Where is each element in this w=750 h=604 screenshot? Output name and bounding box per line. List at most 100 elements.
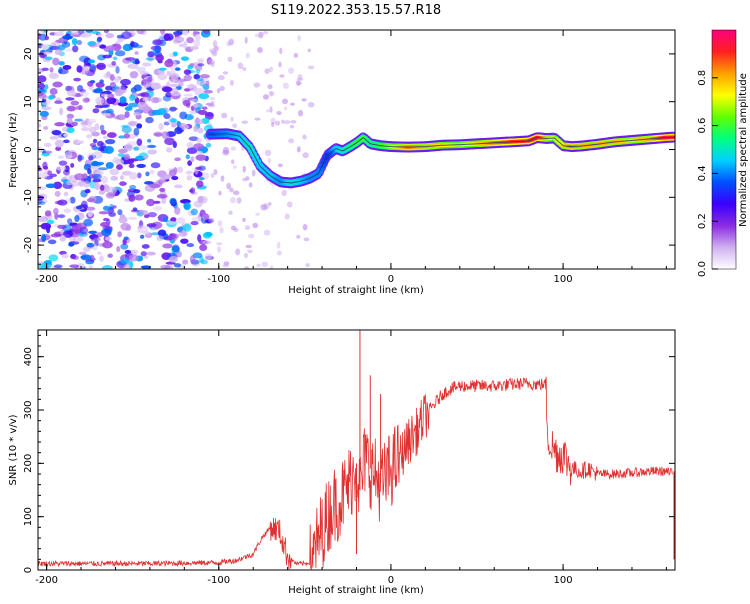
noise-blob xyxy=(114,77,120,83)
noise-blob xyxy=(99,255,104,263)
noise-blob xyxy=(175,217,186,224)
noise-blob xyxy=(301,98,307,102)
noise-blob xyxy=(145,251,156,256)
colorbar-tick-label: 0.6 xyxy=(697,118,708,134)
noise-blob xyxy=(109,74,115,81)
noise-blob xyxy=(168,255,178,263)
noise-blob xyxy=(266,109,270,113)
noise-blob xyxy=(195,154,207,161)
noise-blob xyxy=(120,257,130,264)
noise-blob xyxy=(111,60,117,66)
noise-blob xyxy=(176,30,184,35)
spectrogram-ridge xyxy=(205,128,675,189)
noise-blob xyxy=(112,205,117,209)
noise-blob xyxy=(212,40,218,47)
noise-blob xyxy=(160,264,171,269)
noise-blob xyxy=(189,63,195,67)
noise-blob xyxy=(103,217,110,222)
noise-blob xyxy=(73,77,82,82)
noise-blob xyxy=(133,146,140,151)
noise-blob xyxy=(129,70,139,79)
noise-blob xyxy=(101,175,109,184)
noise-blob xyxy=(165,147,173,153)
noise-blob xyxy=(156,179,167,184)
noise-blob xyxy=(109,81,117,89)
noise-blob xyxy=(145,57,154,61)
noise-blob xyxy=(116,114,126,121)
noise-blob xyxy=(262,94,270,100)
noise-blob xyxy=(289,124,295,129)
noise-blob xyxy=(302,134,307,140)
noise-blob xyxy=(124,57,136,61)
noise-blob xyxy=(139,71,149,76)
noise-blob xyxy=(142,97,149,102)
noise-blob xyxy=(151,221,163,229)
noise-blob xyxy=(101,112,112,116)
noise-blob xyxy=(164,59,174,68)
noise-blob xyxy=(293,52,299,58)
noise-blob xyxy=(232,165,237,169)
noise-blob xyxy=(163,121,170,126)
colorbar-ticks: 0.0 0.2 0.4 0.6 0.8 xyxy=(697,70,718,277)
noise-blob xyxy=(39,110,49,118)
noise-blob xyxy=(158,123,164,131)
noise-blob xyxy=(156,108,167,116)
noise-blob xyxy=(57,155,65,159)
noise-blob xyxy=(72,225,78,231)
noise-blob xyxy=(117,209,123,216)
noise-blob xyxy=(134,51,139,55)
noise-blob xyxy=(210,100,215,105)
noise-blob xyxy=(227,56,233,63)
noise-blob xyxy=(103,104,109,108)
noise-blob xyxy=(170,73,180,80)
noise-blob xyxy=(123,133,131,139)
noise-blob xyxy=(258,31,264,39)
noise-blob xyxy=(244,225,251,231)
noise-blob xyxy=(58,30,65,33)
noise-blob xyxy=(140,251,147,257)
noise-blob xyxy=(264,68,270,74)
noise-blob xyxy=(182,223,192,232)
noise-blob xyxy=(121,124,129,128)
noise-blob xyxy=(296,146,301,153)
noise-blob xyxy=(53,31,64,37)
noise-blob xyxy=(289,102,295,106)
noise-blob xyxy=(133,127,140,136)
noise-blob xyxy=(94,182,101,191)
noise-blob xyxy=(196,77,204,82)
noise-blob xyxy=(197,58,205,63)
noise-blob xyxy=(210,49,217,55)
noise-blob xyxy=(96,140,104,147)
noise-blob xyxy=(276,110,282,116)
noise-blob xyxy=(244,265,249,269)
noise-blob xyxy=(147,149,158,155)
noise-blob xyxy=(170,91,182,97)
noise-blob xyxy=(54,200,64,205)
noise-blob xyxy=(147,51,155,58)
noise-blob xyxy=(115,158,124,166)
noise-blob xyxy=(153,200,161,204)
noise-blob xyxy=(84,65,90,72)
noise-blob xyxy=(197,195,204,204)
noise-blob xyxy=(104,236,112,241)
noise-blob xyxy=(123,153,131,160)
noise-blob xyxy=(96,37,102,43)
noise-blob xyxy=(145,171,150,177)
noise-blob xyxy=(164,137,175,146)
noise-blob xyxy=(81,173,88,179)
noise-blob xyxy=(67,154,73,159)
noise-blob xyxy=(54,139,64,148)
noise-blob xyxy=(184,88,191,92)
noise-blob xyxy=(66,90,77,97)
noise-blob xyxy=(63,133,69,137)
spectrogram-y-tick-label: 20 xyxy=(23,48,34,61)
noise-blob xyxy=(97,251,102,255)
noise-blob xyxy=(244,36,248,44)
noise-blob xyxy=(58,61,65,66)
noise-blob xyxy=(77,30,85,34)
noise-blob xyxy=(120,78,132,86)
noise-blob xyxy=(40,233,47,242)
noise-blob xyxy=(54,122,65,127)
noise-blob xyxy=(175,67,181,71)
